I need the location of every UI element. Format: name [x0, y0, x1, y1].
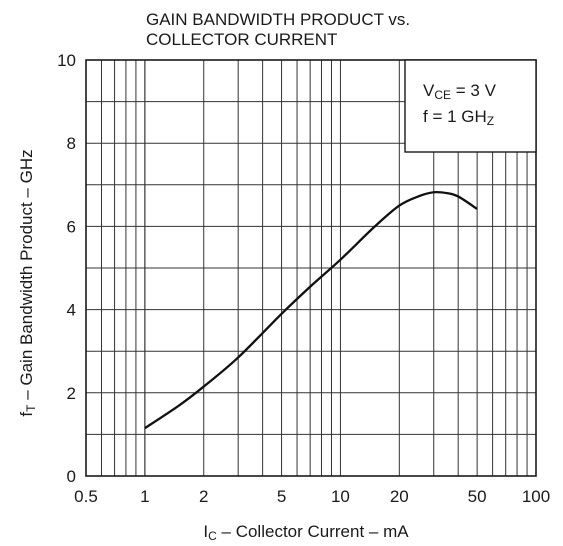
x-tick-label: 50 — [468, 487, 487, 506]
chart-title-line2: COLLECTOR CURRENT — [146, 30, 338, 49]
annotation-line: VCE = 3 V — [423, 81, 497, 102]
x-tick-label: 0.5 — [74, 487, 98, 506]
annotation-line: f = 1 GHZ — [423, 107, 494, 128]
y-tick-label: 4 — [67, 301, 76, 320]
y-tick-label: 2 — [67, 384, 76, 403]
x-tick-label: 10 — [331, 487, 350, 506]
series-layer — [144, 190, 478, 430]
x-tick-label: 20 — [390, 487, 409, 506]
y-tick-label: 10 — [57, 51, 76, 70]
x-axis-label: IC – Collector Current – mA — [203, 522, 409, 543]
x-tick-label: 5 — [277, 487, 286, 506]
x-tick-label: 1 — [140, 487, 149, 506]
y-axis-label: fT – Gain Bandwidth Product – GHz — [17, 149, 38, 416]
x-tick-label: 100 — [522, 487, 550, 506]
series-line — [144, 190, 478, 430]
x-tick-label: 2 — [199, 487, 208, 506]
plot-area-frame — [85, 59, 537, 477]
y-tick-labels: 0 2 4 6 8 10 — [57, 51, 76, 486]
y-tick-label: 8 — [67, 134, 76, 153]
x-tick-labels: 0.5 1 2 5 10 20 50 100 — [74, 487, 550, 506]
y-tick-label: 6 — [67, 217, 76, 236]
chart-title-line1: GAIN BANDWIDTH PRODUCT vs. — [146, 10, 411, 29]
y-tick-label: 0 — [67, 467, 76, 486]
annotation-box: VCE = 3 V f = 1 GHZ — [404, 59, 537, 153]
annotation-frame — [404, 59, 537, 153]
